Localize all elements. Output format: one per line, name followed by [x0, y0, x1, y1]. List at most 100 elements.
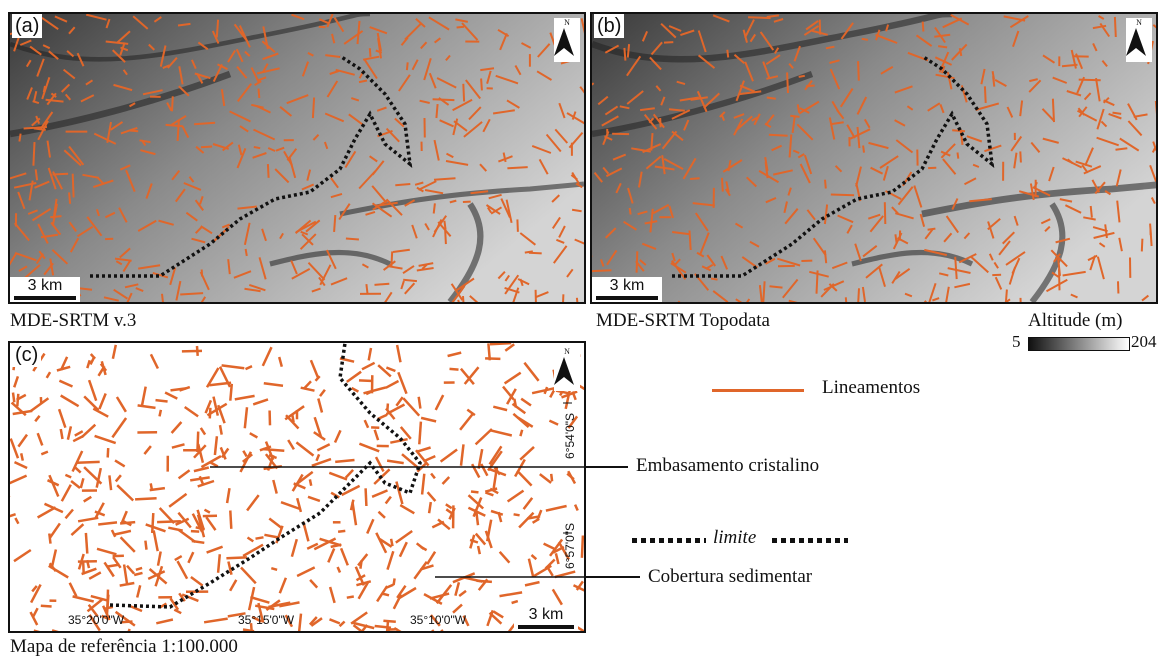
lineament-segment: [376, 457, 384, 471]
lineament-segment: [375, 284, 390, 285]
lineament-segment: [525, 582, 540, 585]
lineament-segment: [407, 62, 408, 70]
lineament-segment: [288, 440, 294, 449]
lineament-segment: [304, 381, 311, 388]
lineament-segment: [396, 482, 402, 505]
panel-b-caption: MDE-SRTM Topodata: [596, 310, 770, 332]
lineament-segment: [572, 210, 582, 211]
lineament-segment: [172, 444, 185, 447]
lineament-segment: [75, 431, 83, 435]
lineament-segment: [318, 399, 322, 413]
altitude-min: 5: [1012, 332, 1021, 352]
lineament-segment: [419, 397, 421, 409]
lineament-segment: [419, 422, 421, 445]
lineament-segment: [340, 358, 354, 361]
lineament-legend-symbol: [712, 389, 804, 392]
lineament-segment: [264, 535, 277, 538]
lineament-segment: [366, 488, 367, 506]
lineament-segment: [317, 454, 320, 460]
lineament-segment: [491, 511, 503, 515]
lineament-segment: [50, 216, 61, 217]
lineament-segment: [630, 208, 631, 215]
lineament-segment: [463, 84, 464, 102]
lineament-segment: [66, 510, 74, 519]
lineament-segment: [493, 407, 507, 410]
lineament-segment: [508, 491, 524, 502]
lineament-segment: [329, 473, 347, 480]
lineament-segment: [445, 231, 446, 245]
lineament-segment: [513, 414, 528, 427]
lineament-segment: [310, 479, 311, 485]
lineament-segment: [308, 497, 320, 501]
lineament-segment: [211, 463, 218, 467]
limite-dash-left: [632, 538, 706, 543]
lineament-segment: [858, 288, 859, 302]
leader-line-cobertura: [586, 576, 640, 578]
lineament-segment: [767, 98, 776, 99]
lineament-segment: [49, 566, 68, 578]
lineament-segment: [112, 418, 126, 437]
lineament-segment: [421, 418, 436, 422]
lineament-segment: [331, 545, 342, 547]
panel-a-label: (a): [12, 14, 42, 38]
lineament-segment: [335, 460, 354, 462]
lineament-segment: [297, 567, 315, 576]
lineament-segment: [825, 180, 826, 189]
lineament-segment: [207, 547, 223, 553]
lineament-segment: [556, 553, 559, 564]
lineament-segment: [166, 125, 183, 126]
lineament-segment: [624, 48, 625, 61]
lineament-segment: [434, 178, 456, 179]
lineament-segment: [317, 444, 329, 450]
lineament-segment: [250, 597, 269, 603]
lineament-segment: [188, 552, 193, 563]
lineament-segment: [142, 387, 146, 407]
lineament-segment: [748, 17, 771, 18]
lineament-segment: [664, 42, 673, 43]
lineament-segment: [89, 380, 96, 401]
lineament-segment: [391, 539, 392, 546]
lineament-segment: [546, 506, 567, 511]
lineament-segment: [52, 550, 56, 569]
lineament-segment: [61, 396, 79, 407]
lineament-segment: [690, 178, 700, 179]
lineament-segment: [59, 381, 72, 387]
lineament-segment: [198, 481, 214, 486]
longitude-label: 35°10'0"W: [410, 613, 466, 627]
lineament-segment: [402, 454, 418, 468]
lineament-segment: [817, 270, 818, 293]
lineament-segment: [481, 464, 487, 476]
scale-bar: 3 km: [514, 606, 578, 631]
lineament-segment: [436, 104, 437, 118]
lineament-segment: [70, 583, 77, 597]
lineament-segment: [347, 372, 361, 382]
lineament-segment: [387, 461, 404, 464]
latitude-label: 6°57'0"S: [563, 523, 577, 569]
lineament-segment: [365, 420, 368, 428]
lineament-segment: [172, 96, 173, 111]
dem-map-a: [10, 14, 584, 302]
lineament-segment: [78, 518, 98, 522]
lineament-segment: [125, 629, 130, 631]
lineament-segment: [301, 388, 315, 391]
lineament-segment: [396, 397, 402, 406]
lineament-segment: [165, 393, 177, 399]
lineament-segment: [575, 505, 578, 511]
lineament-segment: [14, 550, 31, 561]
latitude-label: 6°54'0"S: [563, 413, 577, 459]
lineament-segment: [226, 557, 247, 558]
lineament-segment: [135, 498, 157, 499]
lineament-segment: [383, 621, 395, 622]
lineament-segment: [21, 453, 23, 460]
lineament-segment: [414, 562, 426, 579]
lineament-segment: [18, 435, 27, 447]
lineament-segment: [194, 123, 215, 124]
scale-bar: 3 km: [592, 277, 662, 302]
lineament-segment: [477, 581, 492, 582]
lineament-segment: [254, 147, 260, 148]
lineament-segment: [459, 591, 466, 596]
lineament-segment: [179, 470, 190, 478]
altitude-max: 204: [1131, 332, 1157, 352]
lineament-segment: [476, 429, 492, 444]
altitude-ramp: [1028, 337, 1130, 351]
